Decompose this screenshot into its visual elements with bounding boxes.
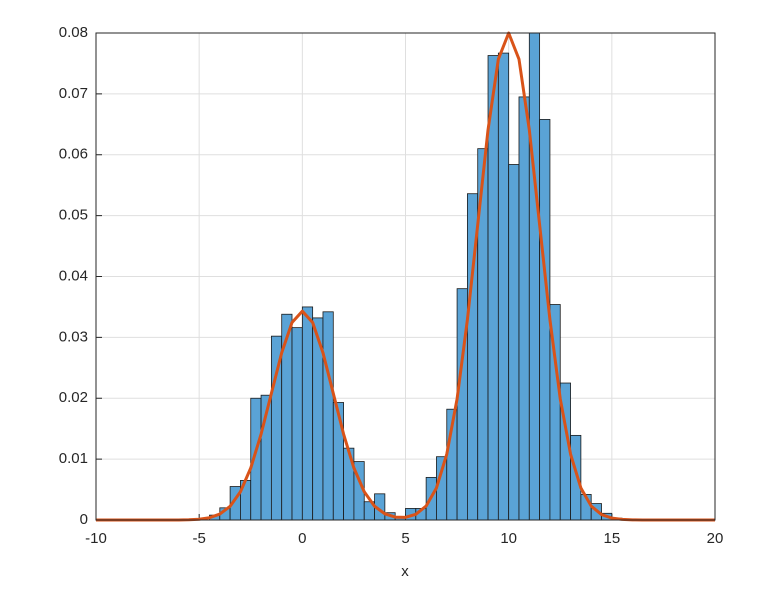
x-tick-label: 20 bbox=[707, 530, 724, 547]
y-tick-label: 0.03 bbox=[59, 328, 88, 345]
bar bbox=[322, 311, 334, 521]
x-tick-label: 5 bbox=[401, 530, 409, 547]
bar bbox=[497, 52, 510, 521]
x-tick-label: 15 bbox=[603, 530, 620, 547]
y-tick-label: 0.05 bbox=[59, 207, 88, 224]
bar bbox=[332, 402, 344, 521]
bar bbox=[508, 164, 520, 521]
y-tick-label: 0 bbox=[80, 511, 88, 528]
y-tick-label: 0.04 bbox=[59, 267, 88, 284]
fit-curve bbox=[96, 31, 715, 522]
bar bbox=[291, 327, 303, 521]
bar bbox=[528, 32, 541, 521]
y-tick-label: 0.08 bbox=[59, 24, 88, 41]
bar bbox=[570, 434, 582, 521]
y-tick-label: 0.07 bbox=[59, 85, 88, 102]
bar bbox=[539, 119, 551, 521]
x-tick-label: 0 bbox=[298, 530, 306, 547]
bar bbox=[518, 96, 530, 521]
y-tick-label: 0.01 bbox=[59, 450, 88, 467]
y-tick-label: 0.06 bbox=[59, 146, 88, 163]
bar bbox=[301, 306, 314, 521]
x-axis-label: x bbox=[401, 563, 409, 580]
x-tick-label: 10 bbox=[500, 530, 517, 547]
x-tick-label: -10 bbox=[85, 530, 107, 547]
y-tick-label: 0.02 bbox=[59, 389, 88, 406]
plot-frame bbox=[95, 32, 716, 521]
x-tick-label: -5 bbox=[192, 530, 205, 547]
